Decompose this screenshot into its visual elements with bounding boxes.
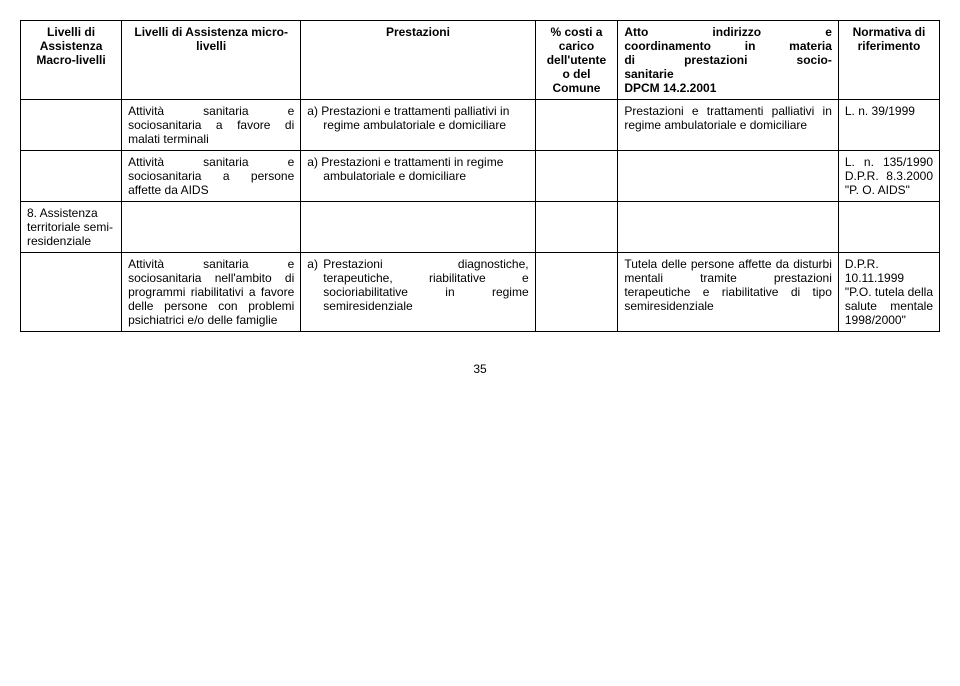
cell-macro <box>21 151 122 202</box>
cell-prestazioni <box>301 202 535 253</box>
cell-atto <box>618 202 839 253</box>
cell-prestazioni: a) Prestazioni e trattamenti in regime a… <box>301 151 535 202</box>
header-row: Livelli di Assistenza Macro-livelli Live… <box>21 21 940 100</box>
cell-atto <box>618 151 839 202</box>
cell-macro <box>21 100 122 151</box>
cell-costi <box>535 253 618 332</box>
page-number: 35 <box>20 362 940 376</box>
header-normativa: Normativa di riferimento <box>838 21 939 100</box>
header-macro-livelli: Livelli di Assistenza Macro-livelli <box>21 21 122 100</box>
cell-normativa: L. n. 39/1999 <box>838 100 939 151</box>
cell-macro: 8. Assistenza territoriale semi-residenz… <box>21 202 122 253</box>
cell-macro <box>21 253 122 332</box>
cell-normativa: D.P.R. 10.11.1999 "P.O. tutela della sal… <box>838 253 939 332</box>
cell-costi <box>535 151 618 202</box>
header-micro-livelli: Livelli di Assistenza micro-livelli <box>122 21 301 100</box>
cell-normativa: L. n. 135/1990 D.P.R. 8.3.2000 "P. O. AI… <box>838 151 939 202</box>
header-prestazioni: Prestazioni <box>301 21 535 100</box>
header-atto: Atto indirizzo e coordinamento in materi… <box>618 21 839 100</box>
cell-micro: Attività sanitaria e sociosanitaria nell… <box>122 253 301 332</box>
cell-micro: Attività sanitaria e sociosanitaria a fa… <box>122 100 301 151</box>
cell-micro <box>122 202 301 253</box>
table-row: Attività sanitaria e sociosanitaria nell… <box>21 253 940 332</box>
table-row: 8. Assistenza territoriale semi-residenz… <box>21 202 940 253</box>
cell-costi <box>535 100 618 151</box>
cell-prestazioni: a) Prestazioni e trattamenti palliativi … <box>301 100 535 151</box>
cell-normativa <box>838 202 939 253</box>
table-row: Attività sanitaria e sociosanitaria a fa… <box>21 100 940 151</box>
header-costi: % costi a carico dell'utente o del Comun… <box>535 21 618 100</box>
cell-prestazioni: a) Prestazioni diagnostiche, terapeutich… <box>301 253 535 332</box>
cell-costi <box>535 202 618 253</box>
assistance-levels-table: Livelli di Assistenza Macro-livelli Live… <box>20 20 940 332</box>
table-row: Attività sanitaria e sociosanitaria a pe… <box>21 151 940 202</box>
cell-atto: Prestazioni e trattamenti palliativi in … <box>618 100 839 151</box>
cell-micro: Attività sanitaria e sociosanitaria a pe… <box>122 151 301 202</box>
cell-atto: Tutela delle persone affette da disturbi… <box>618 253 839 332</box>
